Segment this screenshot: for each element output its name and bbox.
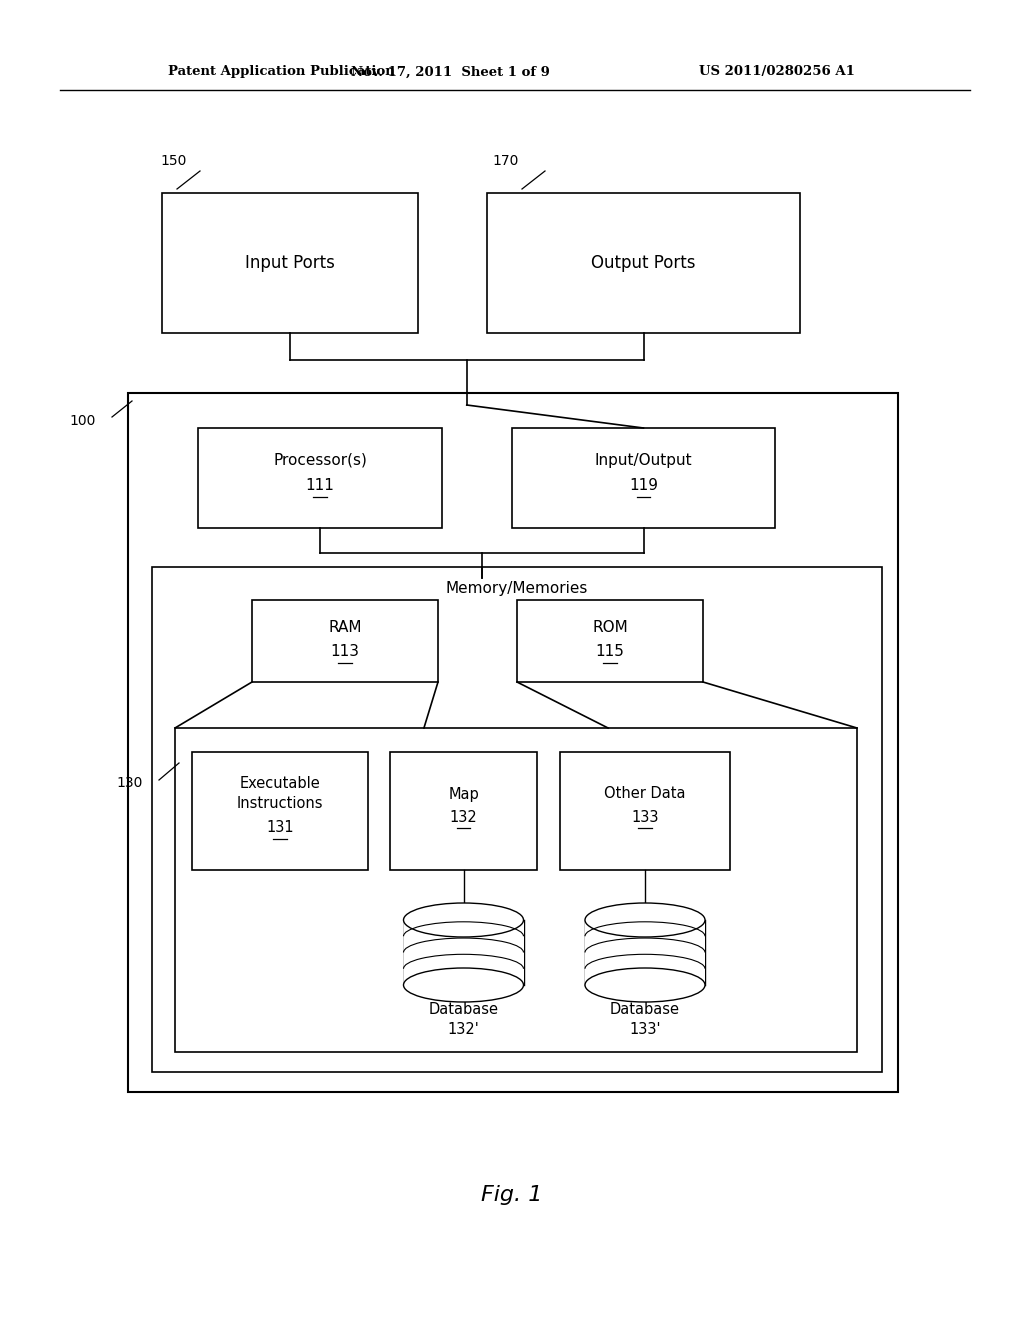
Ellipse shape bbox=[585, 903, 705, 937]
Text: 132: 132 bbox=[450, 809, 477, 825]
Bar bbox=[252, 601, 438, 682]
Text: Database: Database bbox=[610, 1002, 680, 1016]
Text: RAM: RAM bbox=[329, 620, 361, 635]
Text: Input/Output: Input/Output bbox=[595, 453, 692, 467]
Text: Map: Map bbox=[449, 787, 479, 801]
Bar bbox=[517, 601, 703, 682]
Bar bbox=[585, 920, 705, 985]
Ellipse shape bbox=[585, 968, 705, 1002]
Bar bbox=[198, 428, 442, 528]
Text: 133: 133 bbox=[631, 809, 658, 825]
Text: 115: 115 bbox=[596, 644, 625, 660]
Text: Instructions: Instructions bbox=[237, 796, 324, 812]
Text: Processor(s): Processor(s) bbox=[273, 453, 367, 467]
Bar bbox=[128, 393, 898, 1092]
Text: Output Ports: Output Ports bbox=[591, 253, 695, 272]
Text: Input Ports: Input Ports bbox=[245, 253, 335, 272]
Text: 113: 113 bbox=[331, 644, 359, 660]
Text: ROM: ROM bbox=[592, 620, 628, 635]
Text: Memory/Memories: Memory/Memories bbox=[445, 582, 588, 597]
Text: Database: Database bbox=[428, 1002, 499, 1016]
Bar bbox=[487, 193, 800, 333]
Text: 150: 150 bbox=[160, 154, 186, 168]
Text: 100: 100 bbox=[70, 414, 96, 428]
Ellipse shape bbox=[403, 968, 523, 1002]
Text: Executable: Executable bbox=[240, 776, 321, 792]
Ellipse shape bbox=[403, 903, 523, 937]
Text: 170: 170 bbox=[492, 154, 518, 168]
Text: 133': 133' bbox=[630, 1022, 660, 1036]
Bar bbox=[162, 193, 418, 333]
Text: Other Data: Other Data bbox=[604, 787, 686, 801]
Text: 130: 130 bbox=[117, 776, 143, 789]
Bar bbox=[175, 729, 857, 1052]
Bar bbox=[193, 752, 368, 870]
Text: US 2011/0280256 A1: US 2011/0280256 A1 bbox=[699, 66, 855, 78]
Text: 119: 119 bbox=[629, 479, 658, 494]
Text: Nov. 17, 2011  Sheet 1 of 9: Nov. 17, 2011 Sheet 1 of 9 bbox=[350, 66, 550, 78]
Text: Fig. 1: Fig. 1 bbox=[481, 1185, 543, 1205]
Bar bbox=[512, 428, 775, 528]
Text: Patent Application Publication: Patent Application Publication bbox=[168, 66, 394, 78]
Text: 131: 131 bbox=[266, 821, 294, 836]
Bar bbox=[152, 568, 882, 1072]
Bar bbox=[403, 920, 523, 985]
Text: 132': 132' bbox=[447, 1022, 479, 1036]
Text: 111: 111 bbox=[305, 479, 335, 494]
Bar bbox=[560, 752, 730, 870]
Bar bbox=[390, 752, 537, 870]
